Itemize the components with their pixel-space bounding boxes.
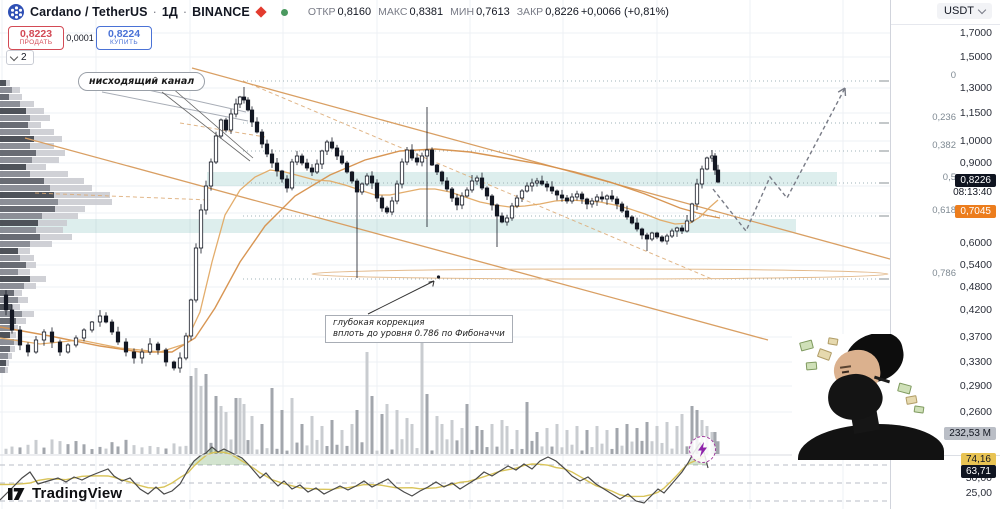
volume-badge: 232,53 М bbox=[944, 427, 996, 440]
price-axis-label: 1,3000 bbox=[959, 82, 992, 94]
open-value: 0,8160 bbox=[337, 6, 372, 18]
bar-countdown: 08:13:40 bbox=[953, 187, 992, 198]
rsi-value-badge: 63,71 bbox=[960, 465, 996, 478]
symbol-name[interactable]: Cardano / TetherUS bbox=[30, 5, 148, 19]
fib-level-label: 0 bbox=[950, 70, 956, 81]
correction-note[interactable]: глубокая коррекция вплоть до уровня 0.78… bbox=[325, 315, 513, 344]
spread-value: 0,0001 bbox=[66, 33, 94, 43]
symbol-header: Cardano / TetherUS · 1Д · BINANCE ОТКР 0… bbox=[8, 4, 669, 20]
money-bill bbox=[799, 339, 814, 352]
rsi-ma-badge: 74,16 bbox=[960, 453, 996, 466]
price-axis-label: 0,4800 bbox=[959, 281, 992, 293]
change-value: +0,0066 (+0,81%) bbox=[580, 6, 669, 18]
exchange[interactable]: BINANCE bbox=[192, 5, 250, 19]
price-axis-label: 0,2600 bbox=[959, 406, 992, 418]
cardano-logo-icon bbox=[8, 4, 24, 20]
current-price-badge: 0,8226 bbox=[955, 174, 996, 187]
price-axis-label: 1,0000 bbox=[959, 135, 992, 147]
trade-panel: 0,8223 ПРОДАТЬ 0,0001 0,8224 КУПИТЬ bbox=[8, 26, 152, 50]
price-axis-label: 0,3300 bbox=[959, 356, 992, 368]
flash-idea-icon[interactable] bbox=[689, 436, 716, 463]
money-bill bbox=[805, 361, 818, 371]
price-axis-label: 1,1500 bbox=[959, 107, 992, 119]
buy-button[interactable]: 0,8224 КУПИТЬ bbox=[96, 26, 152, 50]
axis-divider bbox=[891, 24, 1000, 25]
high-value: 0,8381 bbox=[409, 6, 444, 18]
money-bill bbox=[827, 337, 839, 346]
fib-level-label: 0,618 bbox=[932, 205, 956, 216]
price-axis-label: 0,9000 bbox=[959, 157, 992, 169]
price-axis-label: 0,2900 bbox=[959, 380, 992, 392]
money-bill bbox=[913, 405, 925, 414]
rsi-axis-label: 25,00 bbox=[965, 487, 992, 499]
lightning-bolt-icon bbox=[698, 442, 707, 457]
price-axis-label: 0,5400 bbox=[959, 259, 992, 271]
pane-divider bbox=[891, 455, 1000, 456]
chevron-down-icon bbox=[9, 52, 19, 61]
price-chart[interactable] bbox=[0, 0, 890, 509]
close-value: 0,8226 bbox=[545, 6, 579, 18]
chevron-down-icon bbox=[977, 5, 987, 15]
money-bill bbox=[816, 348, 833, 361]
binance-icon bbox=[255, 6, 267, 18]
price-axis-label: 0,6000 bbox=[959, 237, 992, 249]
currency-selector[interactable]: USDT bbox=[937, 3, 992, 19]
meme-image bbox=[792, 334, 944, 460]
tradingview-logo[interactable]: TradingView bbox=[8, 485, 122, 502]
ohlc-values: ОТКР 0,8160 МАКС 0,8381 МИН 0,7613 ЗАКР … bbox=[307, 6, 669, 18]
fib-level-label: 0,236 bbox=[932, 112, 956, 123]
money-bill bbox=[897, 382, 912, 395]
symbol-title[interactable]: Cardano / TetherUS · 1Д · BINANCE bbox=[30, 5, 267, 19]
fib-level-label: 0,382 bbox=[932, 140, 956, 151]
low-value: 0,7613 bbox=[476, 6, 510, 18]
fib-level-label: 0,786 bbox=[932, 268, 956, 279]
price-axis-label: 0,3700 bbox=[959, 331, 992, 343]
tradingview-logo-icon bbox=[8, 487, 25, 500]
price-axis-label: 1,7000 bbox=[959, 27, 992, 39]
object-tree-button[interactable]: 2 bbox=[6, 50, 34, 65]
market-status-icon[interactable] bbox=[280, 8, 288, 16]
channel-callout[interactable]: нисходящий канал bbox=[78, 72, 206, 91]
sell-button[interactable]: 0,8223 ПРОДАТЬ bbox=[8, 26, 64, 50]
price-axis-label: 0,4200 bbox=[959, 304, 992, 316]
interval[interactable]: 1Д bbox=[161, 5, 178, 19]
fib-level-label: 0,5 bbox=[942, 172, 956, 183]
price-axis-label: 1,5000 bbox=[959, 51, 992, 63]
money-bill bbox=[905, 395, 918, 405]
alert-price-badge[interactable]: 0,7045 bbox=[955, 205, 996, 218]
